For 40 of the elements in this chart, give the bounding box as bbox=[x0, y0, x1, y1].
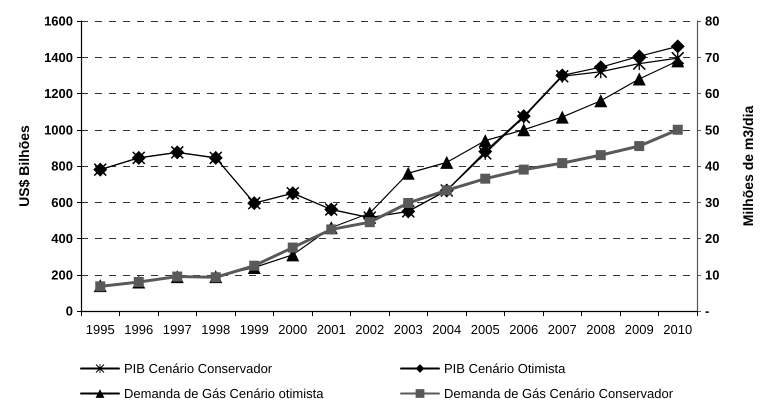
y2-tick-label: 70 bbox=[705, 50, 720, 65]
x-tick-label: 2006 bbox=[509, 322, 538, 337]
y-tick-label: 0 bbox=[66, 304, 73, 318]
x-tick-label: 2003 bbox=[394, 322, 423, 337]
y2-axis-title: Milhões de m3/dia bbox=[740, 105, 756, 226]
y-tick-label: 1400 bbox=[44, 50, 73, 65]
x-tick-label: 2005 bbox=[470, 322, 500, 337]
legend-label: PIB Cenário Otimista bbox=[444, 361, 566, 376]
y-axis-title: US$ Bilhões bbox=[16, 124, 32, 207]
x-tick-label: 2008 bbox=[586, 322, 616, 337]
x-tick-label: 2007 bbox=[548, 322, 577, 337]
legend-label: PIB Cenário Conservador bbox=[124, 361, 273, 376]
y-tick-label: 1600 bbox=[44, 14, 73, 28]
y-tick-label: 200 bbox=[51, 267, 73, 282]
x-tick-label: 1999 bbox=[240, 322, 269, 337]
x-tick-label: 2002 bbox=[355, 322, 384, 337]
x-tick-label: 2000 bbox=[278, 322, 308, 337]
y-tick-label: 800 bbox=[51, 158, 73, 174]
y2-tick-label: 30 bbox=[705, 194, 720, 210]
x-tick-label: 2001 bbox=[316, 322, 346, 337]
x-tick-label: 2009 bbox=[624, 322, 654, 337]
x-tick-label: 2004 bbox=[432, 322, 462, 337]
y-tick-label: 400 bbox=[51, 231, 73, 246]
x-tick-label: 1996 bbox=[124, 322, 154, 337]
y-tick-label: 1000 bbox=[44, 122, 73, 138]
y2-tick-label: 80 bbox=[705, 14, 720, 28]
y-tick-label: 600 bbox=[51, 194, 73, 210]
x-tick-label: 1998 bbox=[201, 322, 230, 337]
x-tick-label: 1997 bbox=[162, 322, 192, 337]
y2-tick-label: 40 bbox=[705, 158, 720, 174]
legend-label: Demanda de Gás Cenário Conservador bbox=[444, 386, 674, 401]
y2-tick-label: 20 bbox=[705, 231, 720, 246]
y2-tick-label: 50 bbox=[705, 122, 720, 138]
y2-tick-label: 10 bbox=[705, 267, 720, 282]
x-tick-label: 1995 bbox=[86, 322, 115, 337]
y2-tick-label: 60 bbox=[705, 86, 720, 101]
legend-label: Demanda de Gás Cenário otimista bbox=[124, 386, 324, 401]
y-tick-label: 1200 bbox=[44, 86, 73, 101]
y2-tick-label: - bbox=[705, 304, 710, 318]
x-tick-label: 2010 bbox=[663, 322, 692, 337]
